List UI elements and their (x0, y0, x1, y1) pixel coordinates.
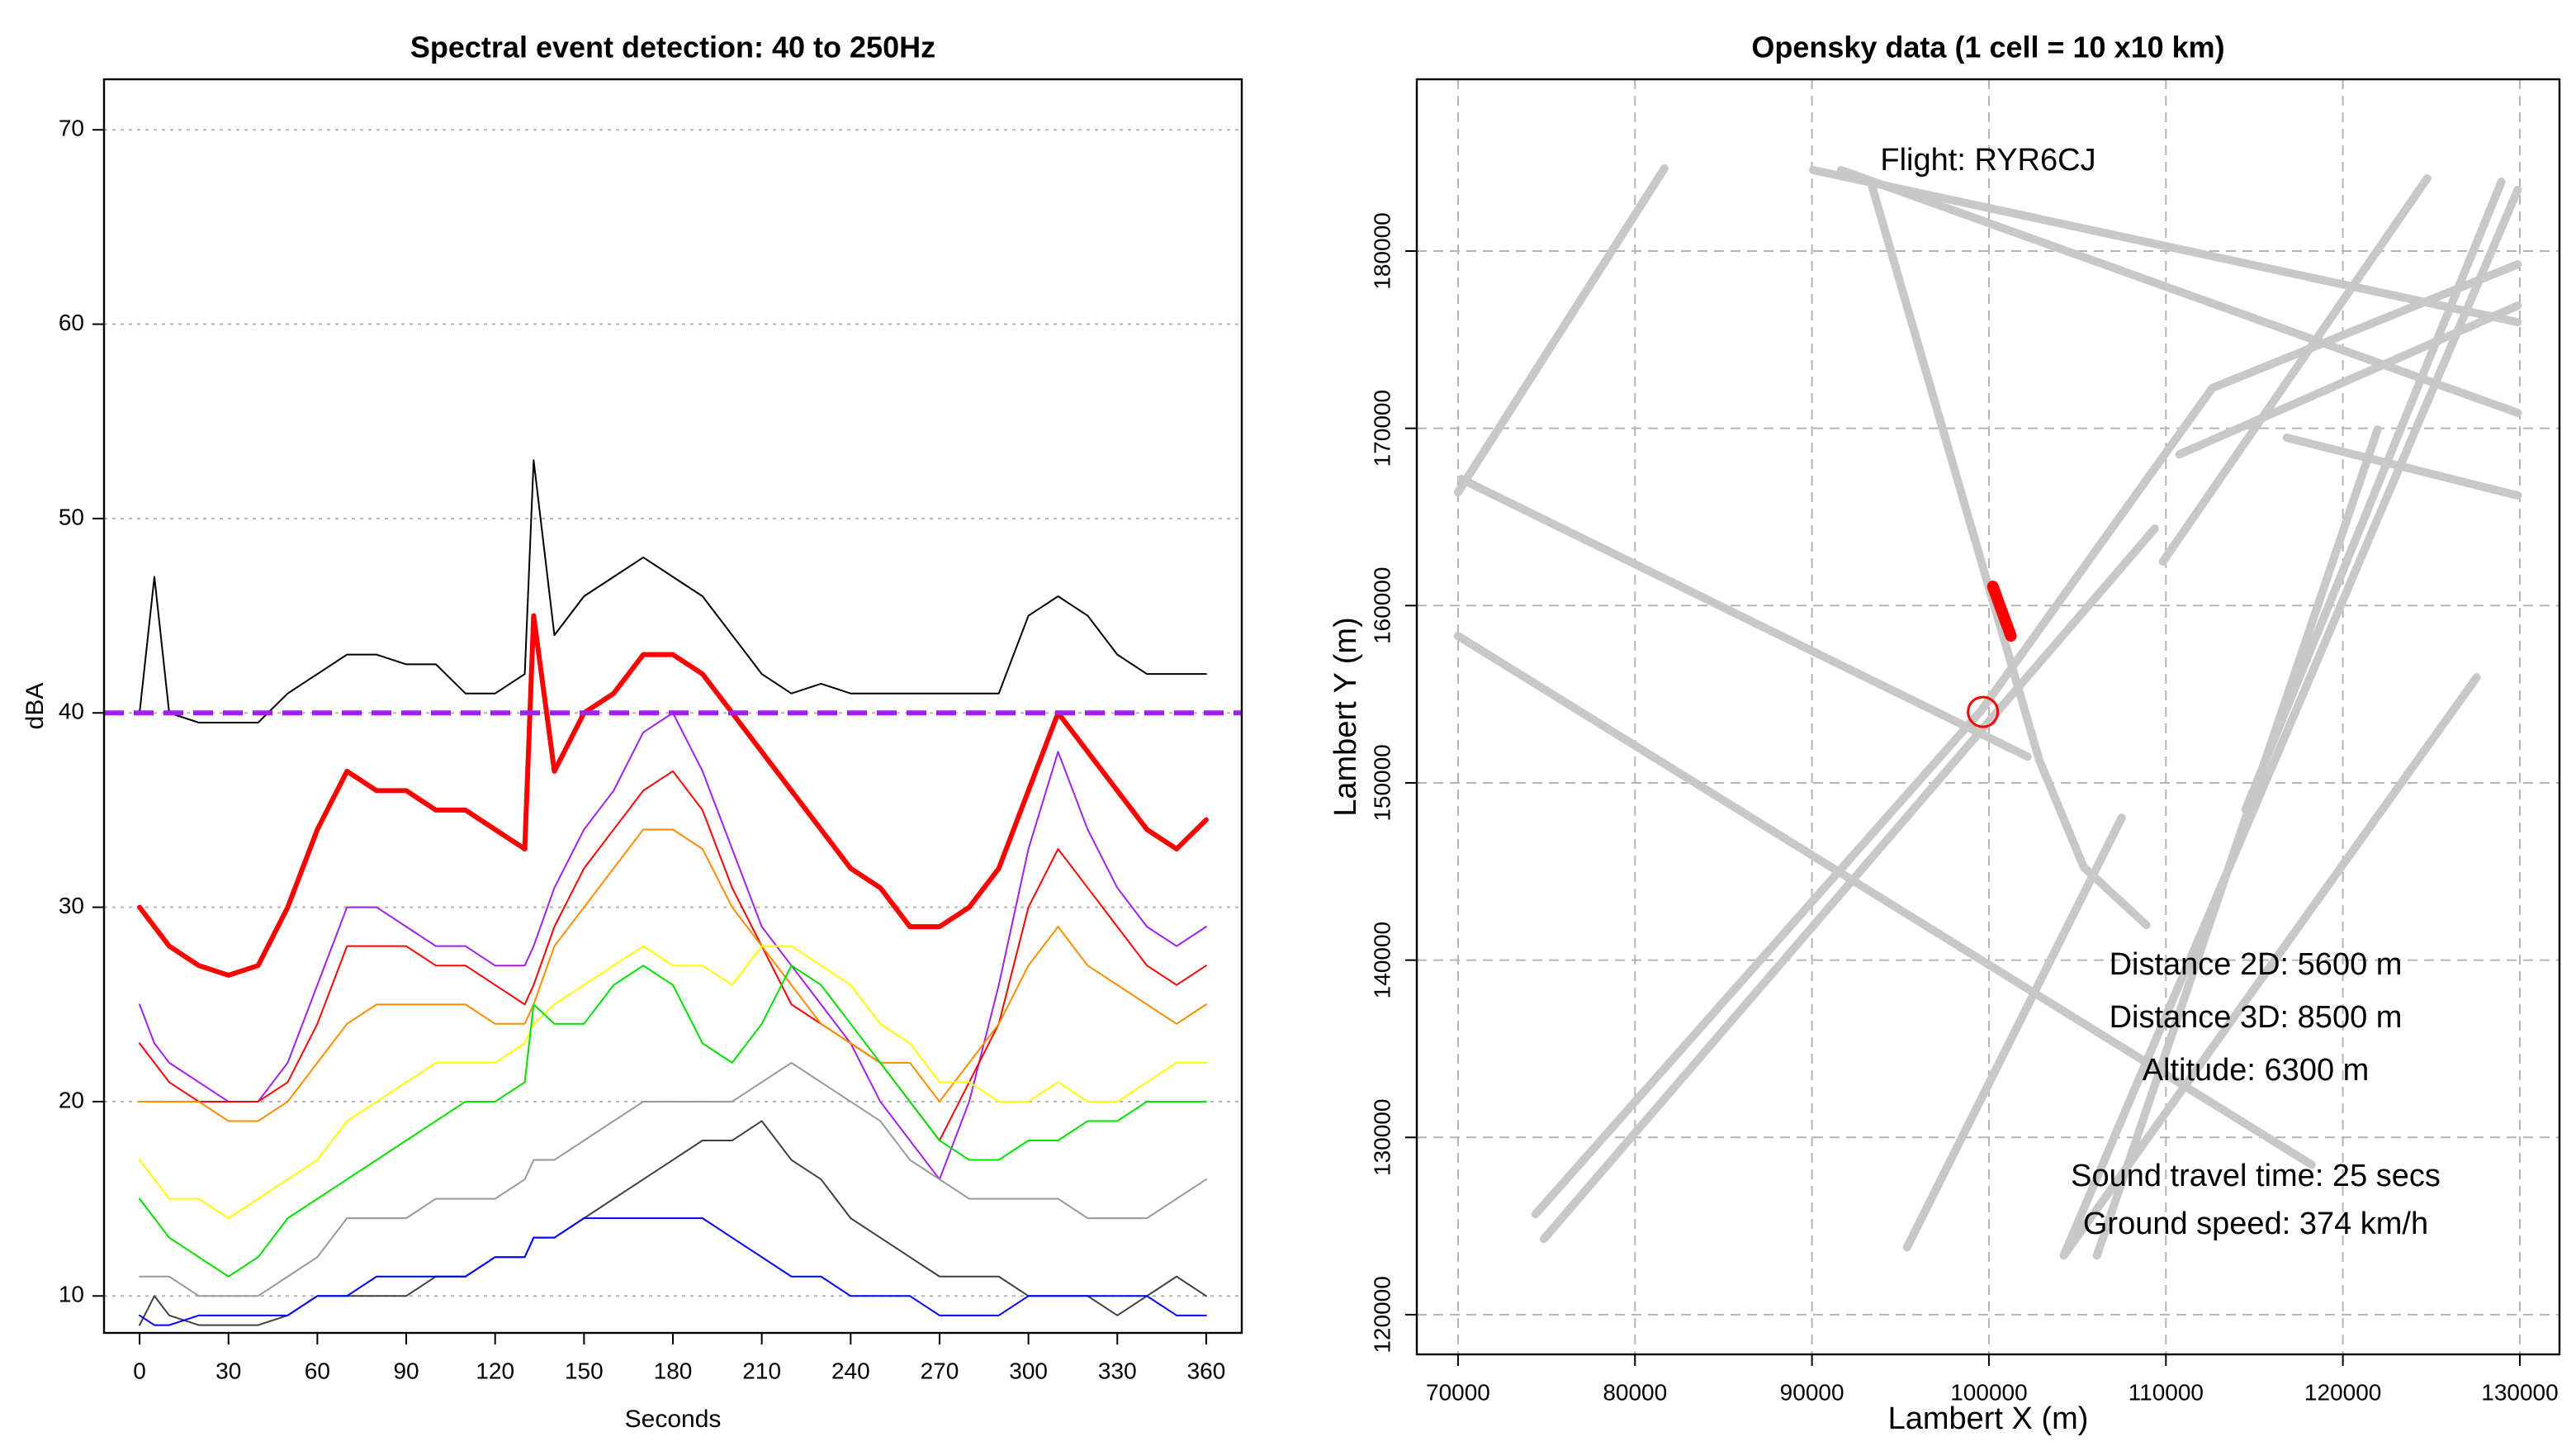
series-line (137, 613, 1209, 978)
chart-title: Opensky data (1 cell = 10 x10 km) (1751, 31, 2224, 64)
x-tick-label: 120000 (2304, 1379, 2381, 1405)
plot-area (104, 459, 1242, 1326)
x-tick-label: 30 (215, 1358, 241, 1383)
x-tick-label: 70000 (1426, 1379, 1490, 1405)
series-line (139, 965, 1207, 1278)
annotation: Distance 3D: 8500 m (2110, 1000, 2403, 1035)
x-tick-label: 120 (476, 1358, 514, 1383)
y-tick-label: 20 (59, 1087, 84, 1112)
series-line (1808, 165, 2522, 327)
series-line (2092, 425, 2382, 1260)
x-tick-label: 240 (831, 1358, 870, 1383)
position-marker (1967, 695, 2000, 728)
y-tick-label: 150000 (1369, 744, 1395, 821)
x-tick-label: 110000 (2129, 1379, 2204, 1405)
annotation: Ground speed: 374 km/h (2083, 1207, 2428, 1241)
y-tick-label: 30 (59, 893, 84, 918)
y-tick-label: 130000 (1369, 1099, 1395, 1176)
x-axis-label: Lambert X (m) (1888, 1401, 2089, 1436)
series-line (1539, 524, 2159, 1244)
y-tick-label: 40 (59, 699, 84, 724)
annotation: Flight: RYR6CJ (1880, 143, 2095, 178)
plot-frame (102, 78, 1243, 1335)
x-tick-label: 90 (393, 1358, 419, 1383)
annotation: Distance 2D: 5600 m (2110, 947, 2403, 982)
series-line (139, 770, 1207, 1141)
x-tick-label: 90000 (1780, 1379, 1844, 1405)
x-tick-label: 0 (133, 1358, 146, 1383)
chart-title: Spectral event detection: 40 to 250Hz (410, 31, 935, 64)
series-line (1866, 178, 2151, 930)
x-tick-label: 130000 (2481, 1379, 2558, 1405)
series-line (139, 459, 1207, 723)
annotation: Altitude: 6300 m (2143, 1053, 2370, 1088)
x-tick-label: 330 (1098, 1358, 1137, 1383)
series-line (1902, 813, 2126, 1252)
y-tick-label: 140000 (1369, 922, 1395, 998)
y-axis-label: dBA (21, 683, 49, 730)
x-tick-label: 270 (921, 1358, 959, 1383)
annotation: Sound travel time: 25 secs (2071, 1159, 2441, 1193)
series-line (2059, 673, 2481, 1260)
series-line (1453, 632, 2316, 1169)
x-tick-label: 180 (654, 1358, 693, 1383)
x-tick-label: 210 (742, 1358, 781, 1383)
series-line (139, 1061, 1207, 1297)
y-tick-label: 180000 (1369, 212, 1395, 289)
y-axis-label: Lambert Y (m) (1328, 617, 1363, 816)
x-tick-label: 80000 (1603, 1379, 1667, 1405)
series-line (2059, 185, 2522, 1260)
series-line (139, 712, 1207, 1181)
series-line (139, 828, 1207, 1122)
y-tick-label: 10 (59, 1282, 84, 1307)
series-line (139, 1217, 1207, 1326)
x-tick-label: 360 (1187, 1358, 1226, 1383)
x-tick-label: 100000 (1950, 1379, 2027, 1405)
plot-area (1453, 164, 2522, 1260)
series-line (1836, 165, 2522, 417)
series-line (139, 945, 1207, 1220)
x-tick-label: 60 (305, 1358, 330, 1383)
series-line (1531, 260, 2522, 1219)
y-tick-label: 160000 (1369, 567, 1395, 644)
x-tick-label: 150 (565, 1358, 604, 1383)
y-tick-label: 170000 (1369, 390, 1395, 467)
series-line (1986, 581, 2017, 643)
y-tick-label: 70 (59, 116, 84, 141)
series-line (1453, 164, 1669, 497)
y-tick-label: 60 (59, 310, 84, 335)
series-line (1457, 475, 2032, 761)
x-tick-label: 300 (1009, 1358, 1048, 1383)
plot-frame (1415, 78, 2561, 1356)
x-axis-label: Seconds (625, 1406, 722, 1433)
y-tick-label: 120000 (1369, 1276, 1395, 1353)
y-tick-label: 50 (59, 504, 84, 529)
series-line (2158, 174, 2432, 567)
